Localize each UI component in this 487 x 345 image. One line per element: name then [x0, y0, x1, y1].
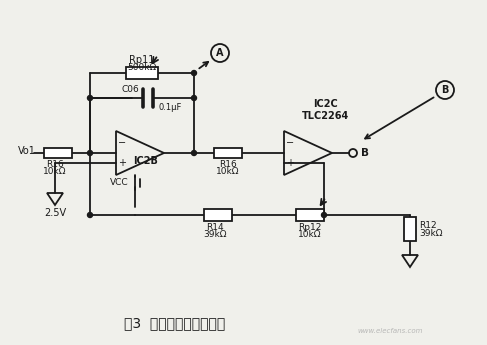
Text: 2.5V: 2.5V [44, 208, 66, 218]
Text: Rp11: Rp11 [130, 55, 155, 65]
Circle shape [88, 96, 93, 100]
Text: C06: C06 [121, 85, 139, 94]
Text: 10kΩ: 10kΩ [43, 167, 67, 176]
Text: −: − [286, 138, 294, 148]
Text: 图3  二级放大器和比较器: 图3 二级放大器和比较器 [124, 316, 225, 330]
Circle shape [191, 70, 196, 76]
Text: A: A [216, 48, 224, 58]
Circle shape [191, 96, 196, 100]
Text: R14: R14 [206, 223, 224, 232]
Text: R16: R16 [46, 160, 64, 169]
Text: B: B [441, 85, 449, 95]
Circle shape [88, 150, 93, 156]
Text: +: + [286, 158, 294, 168]
Text: 10kΩ: 10kΩ [216, 167, 240, 176]
Text: −: − [118, 138, 126, 148]
Text: R16: R16 [219, 160, 237, 169]
Bar [204, 209, 232, 221]
Text: www.elecfans.com: www.elecfans.com [357, 328, 423, 334]
Circle shape [88, 213, 93, 217]
Text: R12: R12 [419, 220, 437, 229]
Circle shape [191, 150, 196, 156]
Bar [44, 148, 72, 158]
Text: 39kΩ: 39kΩ [203, 230, 227, 239]
Text: Vo1: Vo1 [18, 146, 36, 156]
Bar [126, 67, 158, 79]
Text: VCC: VCC [110, 177, 128, 187]
Text: 39kΩ: 39kΩ [419, 228, 443, 237]
Text: IC2C
TLC2264: IC2C TLC2264 [302, 99, 350, 121]
Text: 500kΩ: 500kΩ [128, 63, 157, 72]
Text: 10kΩ: 10kΩ [298, 230, 322, 239]
Text: B: B [361, 148, 369, 158]
Text: +: + [118, 158, 126, 168]
Bar [404, 217, 416, 241]
Text: 0.1μF: 0.1μF [158, 103, 181, 112]
Bar [214, 148, 242, 158]
Text: Rp12: Rp12 [299, 223, 322, 232]
Text: IC2B: IC2B [133, 156, 158, 166]
Bar [296, 209, 324, 221]
Circle shape [321, 213, 326, 217]
